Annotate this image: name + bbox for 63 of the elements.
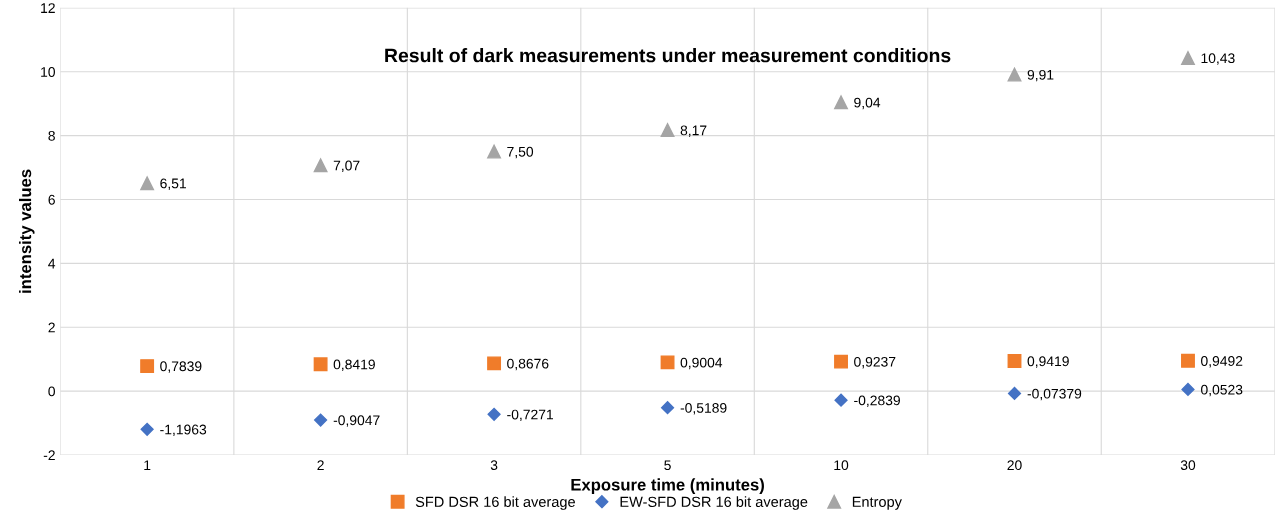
x-axis-title: Exposure time (minutes) [571, 478, 764, 494]
x-tick-label: 10 [834, 460, 849, 471]
y-tick-label: 6 [48, 194, 55, 205]
x-tick-label: 2 [317, 460, 324, 470]
data-label: -0,9047 [333, 415, 380, 427]
data-label: 10,43 [1201, 53, 1235, 65]
point [1181, 51, 1195, 65]
x-tick-label: 20 [1007, 460, 1022, 471]
point [1007, 354, 1022, 368]
point [660, 123, 675, 138]
point [1007, 386, 1022, 401]
point [834, 354, 848, 369]
data-label: 9,04 [854, 97, 881, 110]
data-label: -1,1963 [160, 424, 207, 437]
y-tick-label: 10 [41, 67, 55, 77]
data-label: 0,0523 [1201, 384, 1243, 397]
data-label: 7,50 [507, 146, 534, 159]
legend-label: EW-SFD DSR 16 bit average [620, 496, 808, 510]
point [1181, 353, 1195, 368]
point [660, 355, 675, 370]
data-label: 0,7839 [160, 361, 202, 373]
text: Result of dark measurements under measurement conditions [385, 48, 951, 63]
point [487, 407, 501, 421]
data-label: 8,17 [680, 125, 707, 137]
point [487, 144, 502, 159]
y-tick-label: 12 [41, 3, 55, 13]
point [1007, 67, 1022, 82]
data-label: -0,07379 [1027, 388, 1082, 401]
x-tick-label: 3 [490, 460, 498, 471]
data-label: 0,9004 [680, 357, 723, 370]
point [140, 359, 155, 374]
data-label: -0,7271 [507, 409, 554, 422]
data-label: 6,51 [160, 178, 186, 190]
y-tick-label: 2 [48, 322, 55, 333]
data-label: 7,07 [333, 160, 360, 173]
point [834, 95, 848, 110]
data-label: 0,8419 [333, 359, 375, 371]
x-tick-label: 5 [664, 460, 671, 471]
point [314, 413, 328, 427]
data-label: 0,9492 [1201, 356, 1243, 368]
data-label: 0,8676 [507, 358, 549, 371]
point [313, 357, 328, 372]
point [834, 393, 848, 407]
x-tick-label: 30 [1180, 460, 1196, 471]
y-tick-label: 0 [48, 386, 55, 397]
point [487, 356, 502, 371]
legend-label: SFD DSR 16 bit average [415, 496, 575, 510]
y-tick-label: 4 [48, 258, 56, 269]
data-label: 0,9237 [854, 356, 896, 369]
y-tick-label: -2 [43, 450, 55, 461]
legend-label: Entropy [852, 496, 902, 510]
point [1181, 382, 1195, 397]
data-label: 0,9419 [1027, 356, 1069, 368]
data-label: -0,2839 [854, 395, 900, 407]
point [313, 158, 328, 173]
data-label: 9,91 [1027, 69, 1054, 82]
x-tick-label: 1 [144, 460, 151, 470]
point [660, 401, 675, 415]
point [140, 422, 154, 436]
y-tick-label: 8 [48, 130, 55, 141]
data-label: -0,5189 [680, 402, 727, 415]
point [140, 176, 155, 191]
y-axis-title: intensity values [18, 169, 35, 293]
